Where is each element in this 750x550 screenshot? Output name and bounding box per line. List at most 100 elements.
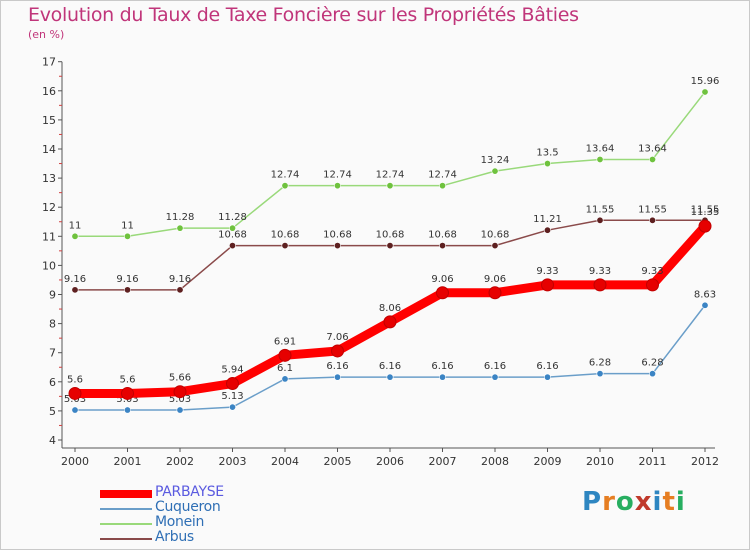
x-tick-label: 2009 xyxy=(534,455,562,468)
y-tick-label: 8 xyxy=(49,318,56,331)
y-tick-label: 16 xyxy=(42,85,56,98)
data-point xyxy=(648,155,656,163)
y-tick-label: 6 xyxy=(49,376,56,389)
x-tick-label: 2012 xyxy=(691,455,719,468)
data-point xyxy=(173,385,187,399)
data-point xyxy=(488,286,502,300)
data-label: 9.06 xyxy=(431,274,453,285)
data-label: 11.21 xyxy=(533,214,562,225)
data-label: 13.64 xyxy=(586,143,615,154)
data-label: 9.33 xyxy=(589,266,611,277)
data-label: 6.28 xyxy=(641,358,663,369)
data-label: 12.74 xyxy=(376,170,405,181)
legend-label: Cuqueron xyxy=(155,499,221,515)
data-point xyxy=(436,286,449,300)
data-label: 6.16 xyxy=(379,361,401,372)
data-point xyxy=(68,386,82,400)
data-point xyxy=(386,373,394,381)
data-point xyxy=(71,232,79,240)
logo-letter: x xyxy=(634,487,653,517)
x-tick-label: 2003 xyxy=(219,455,247,468)
data-point xyxy=(596,216,604,224)
x-tick-label: 2006 xyxy=(376,455,404,468)
data-point xyxy=(124,286,132,294)
data-label: 10.68 xyxy=(323,230,352,241)
x-tick-label: 2010 xyxy=(586,455,614,468)
data-label: 5.66 xyxy=(169,373,191,384)
y-tick-label: 5 xyxy=(49,405,56,418)
data-label: 13.24 xyxy=(481,155,510,166)
data-point xyxy=(438,182,446,190)
data-label: 9.16 xyxy=(116,274,138,285)
data-label: 9.33 xyxy=(536,266,558,277)
legend-item: Cuqueron xyxy=(100,499,300,516)
data-point xyxy=(383,315,397,329)
x-tick-label: 2002 xyxy=(166,455,194,468)
chart-subtitle: (en %) xyxy=(28,28,65,41)
data-point xyxy=(438,373,446,381)
data-label: 10.68 xyxy=(271,230,300,241)
data-point xyxy=(176,286,184,294)
data-point xyxy=(596,370,604,378)
logo-letter: t xyxy=(662,487,676,517)
data-label: 12.74 xyxy=(428,170,457,181)
data-label: 11.55 xyxy=(691,204,720,215)
x-tick-label: 2005 xyxy=(324,455,352,468)
data-label: 6.91 xyxy=(274,336,296,347)
legend: PARBAYSE Cuqueron Monein Arbus xyxy=(100,484,300,546)
y-tick-label: 7 xyxy=(49,347,56,360)
y-tick-label: 17 xyxy=(42,56,56,69)
x-tick-label: 2001 xyxy=(114,455,142,468)
data-point xyxy=(701,301,709,309)
legend-label: PARBAYSE xyxy=(155,484,224,500)
data-point xyxy=(176,224,184,232)
data-point xyxy=(229,224,237,232)
legend-item: Monein xyxy=(100,515,300,531)
data-point xyxy=(386,242,394,250)
data-point xyxy=(71,286,79,294)
data-point xyxy=(541,278,554,292)
data-point xyxy=(176,406,184,414)
data-label: 11 xyxy=(121,220,134,231)
data-point xyxy=(646,278,659,292)
chart-title: Evolution du Taux de Taxe Foncière sur l… xyxy=(28,4,579,26)
data-point xyxy=(491,167,499,175)
y-tick-label: 10 xyxy=(42,259,56,272)
x-tick-label: 2000 xyxy=(61,455,89,468)
data-label: 9.06 xyxy=(484,274,506,285)
data-label: 6.16 xyxy=(536,361,558,372)
data-label: 9.33 xyxy=(641,266,663,277)
data-point xyxy=(596,155,604,163)
data-label: 9.16 xyxy=(169,274,191,285)
data-label: 12.74 xyxy=(271,170,300,181)
data-point xyxy=(698,219,712,233)
data-point xyxy=(281,182,289,190)
data-label: 6.16 xyxy=(431,361,453,372)
data-label: 6.16 xyxy=(484,361,506,372)
data-label: 5.6 xyxy=(120,374,136,385)
y-tick-label: 15 xyxy=(42,114,56,127)
legend-item: PARBAYSE xyxy=(100,484,300,501)
x-tick-label: 2007 xyxy=(429,455,457,468)
data-point xyxy=(438,242,446,250)
data-point xyxy=(124,232,132,240)
data-label: 10.68 xyxy=(428,230,457,241)
data-point xyxy=(281,242,289,250)
data-point xyxy=(386,182,394,190)
y-tick-label: 14 xyxy=(42,143,56,156)
legend-swatch xyxy=(100,523,152,525)
logo-letter: r xyxy=(602,487,616,517)
data-label: 13.5 xyxy=(536,148,558,159)
legend-swatch xyxy=(100,508,152,510)
data-label: 11.28 xyxy=(166,212,195,223)
data-point xyxy=(593,278,607,292)
y-tick-label: 13 xyxy=(42,172,56,185)
x-tick-label: 2011 xyxy=(639,455,667,468)
data-label: 6.1 xyxy=(277,363,293,374)
data-label: 5.13 xyxy=(221,391,243,402)
data-label: 8.63 xyxy=(694,289,716,300)
data-point xyxy=(124,406,132,414)
y-tick-label: 4 xyxy=(49,434,56,447)
